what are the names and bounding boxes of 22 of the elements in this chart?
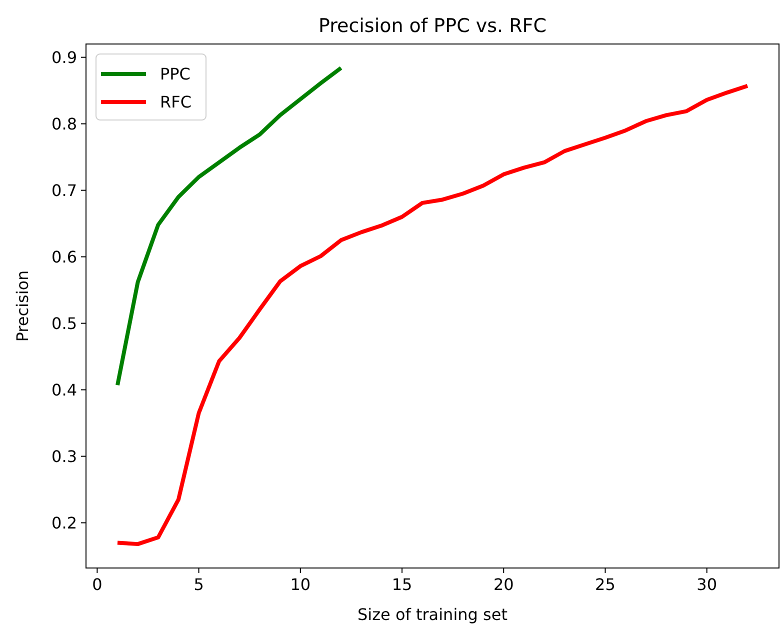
legend-label: PPC	[160, 64, 190, 84]
y-tick-label: 0.5	[52, 314, 77, 333]
x-axis-title: Size of training set	[358, 605, 508, 624]
x-tick-label: 30	[696, 575, 718, 594]
y-tick-label: 0.4	[52, 380, 77, 400]
x-tick-label: 15	[392, 575, 412, 594]
line-series	[116, 84, 750, 546]
x-tick-label: 25	[595, 575, 616, 594]
y-axis-title: Precision	[13, 270, 32, 342]
y-tick-label: 0.9	[52, 48, 77, 67]
y-tick-label: 0.6	[52, 247, 77, 266]
chart-title: Precision of PPC vs. RFC	[318, 15, 547, 37]
y-tick-label: 0.2	[52, 513, 77, 532]
legend-label: RFC	[160, 92, 192, 112]
y-tick-label: 0.8	[52, 114, 77, 134]
line-series	[116, 66, 344, 388]
y-tick-label: 0.3	[52, 446, 77, 466]
x-tick-label: 0	[92, 575, 102, 594]
x-tick-label: 20	[493, 575, 514, 594]
y-tick-label: 0.7	[52, 180, 77, 200]
x-tick-label: 5	[194, 575, 204, 594]
x-tick-label: 10	[290, 575, 311, 594]
